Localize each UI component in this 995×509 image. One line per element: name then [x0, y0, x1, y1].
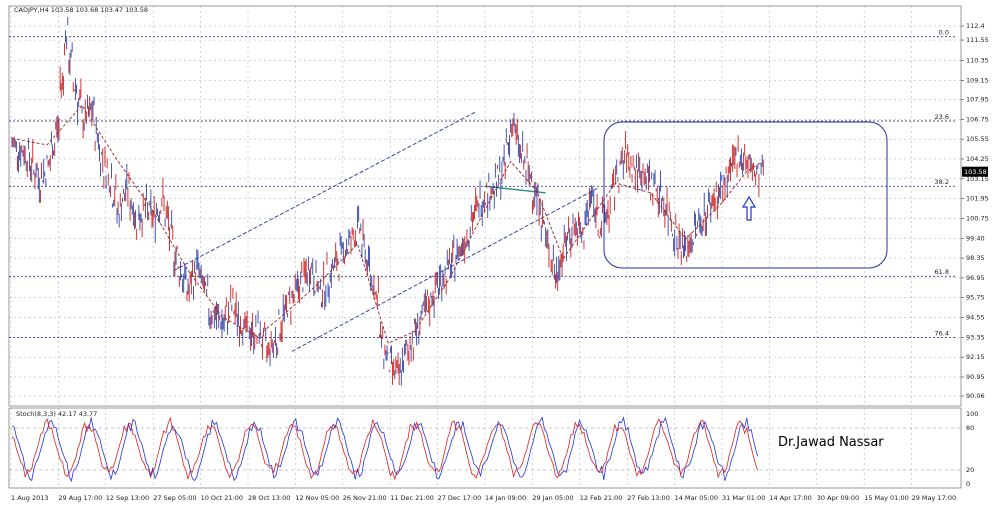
fib-label: 61.8 [935, 268, 949, 276]
oscillator-series [11, 416, 759, 483]
x-tick-label: 14 Mar 05:00 [675, 494, 718, 502]
osc-tick-label: 0 [966, 480, 970, 488]
x-tick-label: 30 Apr 09:00 [817, 494, 859, 502]
y-tick-label: 110.35 [966, 57, 989, 65]
x-tick-label: 29 Aug 17:00 [58, 494, 102, 502]
x-tick-label: 14 Jan 09:00 [485, 494, 526, 502]
current-price-label: 103.58 [964, 168, 987, 176]
y-tick-label: 111.55 [966, 36, 989, 44]
channel-lower-line [291, 187, 599, 352]
axes: 1 Aug 2013 29 Aug 17:00 12 Sep 13:00 27 Sep… [11, 22, 989, 502]
x-tick-label: 27 Dec 17:00 [438, 494, 482, 502]
x-tick-label: 12 Nov 05:00 [295, 494, 339, 502]
channel-upper-line [173, 111, 476, 271]
price-series [11, 16, 764, 386]
fib-levels: 0.0 23.6 38.2 61.8 76.4 [9, 29, 955, 338]
y-tick-label: 100.75 [966, 214, 989, 222]
y-tick-label: 90.06 [966, 392, 985, 400]
x-tick-label: 27 Feb 13:00 [627, 494, 670, 502]
y-tick-label: 107.95 [966, 96, 989, 104]
y-tick-label: 96.95 [966, 274, 985, 282]
author-label: Dr.Jawad Nassar [778, 435, 884, 450]
blue-up-arrow [741, 195, 757, 221]
x-tick-label: 29 Jan 05:00 [532, 494, 573, 502]
y-tick-label: 93.35 [966, 333, 985, 341]
fib-label: 23.6 [935, 113, 949, 121]
osc-tick-label: 20 [966, 466, 974, 474]
x-tick-label: 26 Nov 21:00 [343, 494, 387, 502]
consolidation-box [603, 121, 888, 269]
y-tick-label: 112.4 [966, 22, 985, 30]
x-tick-label: 31 Mar 01:00 [722, 494, 765, 502]
osc-tick-label: 80 [966, 424, 974, 432]
oscillator-signal-line [11, 416, 759, 481]
y-tick-label: 104.25 [966, 155, 989, 163]
current-price-tag: 103.58 [962, 166, 988, 177]
oscillator-label: Stoch(8,3,3) 42.17 43.77 [16, 410, 97, 418]
y-tick-label: 92.15 [966, 353, 985, 361]
osc-tick-label: 100 [966, 410, 978, 418]
chart-header: CADJPY,H4 103.58 103.68 103.47 103.58 [14, 6, 148, 14]
oscillator-main-line [11, 416, 759, 483]
x-tick-label: 12 Sep 13:00 [106, 494, 149, 502]
moving-average [11, 104, 761, 344]
y-tick-label: 103.15 [966, 175, 989, 183]
y-tick-label: 105.55 [966, 135, 989, 143]
y-tick-label: 101.95 [966, 195, 989, 203]
y-tick-label: 94.55 [966, 314, 985, 322]
x-tick-label: 14 Apr 17:00 [769, 494, 811, 502]
y-tick-label: 95.75 [966, 294, 985, 302]
y-tick-label: 90.95 [966, 373, 985, 381]
fib-label: 76.4 [935, 329, 949, 337]
x-tick-label: 1 Aug 2013 [11, 494, 49, 502]
x-tick-label: 28 Oct 13:00 [248, 494, 290, 502]
y-tick-label: 98.35 [966, 254, 985, 262]
moving-average-line [11, 104, 761, 344]
x-tick-label: 27 Sep 05:00 [153, 494, 196, 502]
x-tick-label: 11 Dec 21:00 [390, 494, 434, 502]
fib-label: 0.0 [939, 29, 949, 37]
fib-label: 38.2 [935, 178, 949, 186]
x-tick-label: 15 May 01:00 [864, 494, 909, 502]
x-tick-label: 12 Feb 21:00 [580, 494, 623, 502]
y-tick-label: 106.75 [966, 115, 989, 123]
x-tick-label: 10 Oct 21:00 [201, 494, 243, 502]
y-tick-label: 109.15 [966, 77, 989, 85]
x-tick-label: 29 May 17:00 [912, 494, 957, 502]
y-tick-label: 99.40 [966, 234, 985, 242]
